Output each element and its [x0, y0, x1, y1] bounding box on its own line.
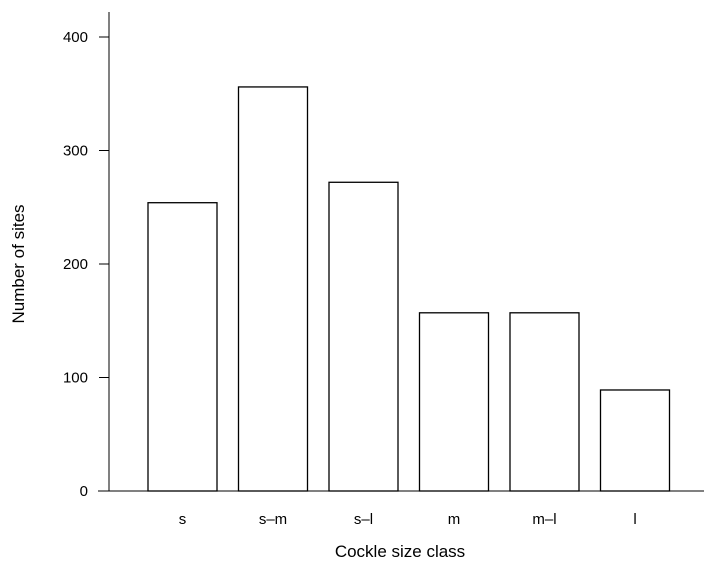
y-axis-title: Number of sites	[9, 204, 28, 323]
x-tick-label: s–l	[354, 511, 373, 528]
x-axis: s s–m s–l m m–l l	[98, 490, 704, 528]
x-tick-label: m	[448, 511, 461, 528]
y-tick-label: 400	[63, 29, 88, 46]
bar	[418, 312, 490, 492]
x-tick-label: s	[179, 511, 187, 528]
y-tick-label: 100	[63, 370, 88, 387]
y-tick-label: 200	[63, 256, 88, 273]
y-tick-label: 300	[63, 143, 88, 160]
bars	[147, 86, 671, 492]
bar	[237, 86, 309, 492]
bar	[328, 181, 399, 492]
y-tick-label: 0	[80, 483, 88, 500]
x-axis-title: Cockle size class	[335, 542, 465, 561]
bar	[509, 312, 580, 492]
bar	[147, 202, 218, 492]
x-tick-label: s–m	[259, 511, 287, 528]
bar	[599, 389, 671, 492]
y-axis: 0 100 200 300 400	[63, 12, 110, 500]
x-tick-label: l	[633, 511, 636, 528]
x-tick-label: m–l	[532, 511, 556, 528]
